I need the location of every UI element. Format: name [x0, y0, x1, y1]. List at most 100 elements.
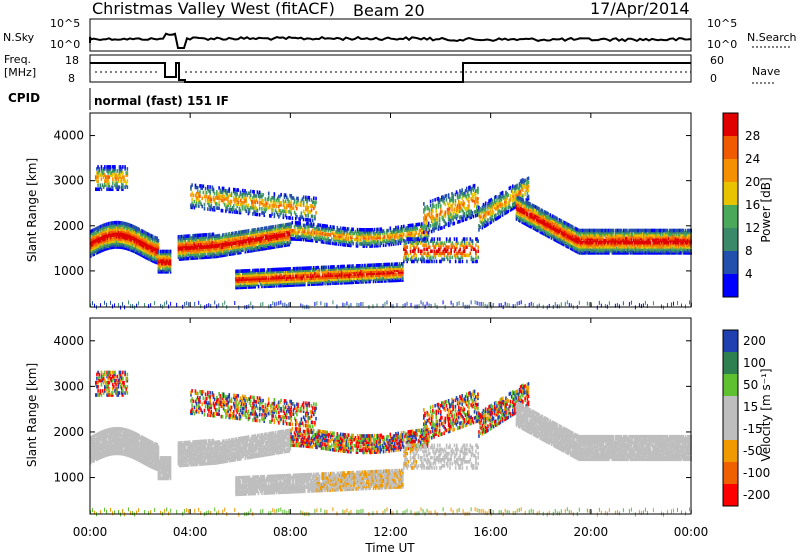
- power-cell: [215, 254, 217, 259]
- power-cell: [187, 236, 190, 240]
- power-cell: [409, 233, 412, 238]
- power-cell: [122, 183, 124, 187]
- power-cell: [230, 235, 233, 240]
- power-cell: [165, 257, 168, 262]
- power-cell: [120, 221, 123, 225]
- power-cell: [341, 270, 343, 275]
- power-cell: [343, 268, 346, 273]
- power-cell: [243, 271, 245, 275]
- power-cell: [227, 248, 230, 253]
- power-cell: [303, 276, 306, 281]
- power-cell: [373, 227, 376, 232]
- power-cell: [262, 268, 264, 272]
- power-cell: [369, 242, 371, 246]
- power-cell: [347, 237, 350, 241]
- power-cell: [320, 277, 323, 282]
- power-cell: [193, 199, 196, 204]
- power-cell: [202, 253, 205, 258]
- power-cell: [131, 240, 134, 245]
- power-cell: [281, 241, 284, 246]
- power-cell: [302, 237, 305, 242]
- power-cell: [360, 232, 362, 236]
- power-cell: [354, 229, 357, 234]
- power-cell: [282, 239, 285, 244]
- power-cell: [245, 197, 247, 201]
- power-cell: [156, 238, 159, 243]
- power-cell: [112, 223, 115, 227]
- power-cell: [146, 254, 148, 258]
- power-cell: [253, 274, 255, 279]
- power-cell: [336, 227, 339, 232]
- power-cell: [332, 225, 334, 229]
- power-cell: [281, 277, 284, 282]
- power-cell: [265, 230, 268, 234]
- power-cell: [241, 234, 243, 238]
- power-cell: [147, 236, 150, 241]
- power-cell: [232, 251, 234, 256]
- power-cell: [243, 285, 245, 290]
- power-cell: [390, 234, 393, 239]
- power-cell: [128, 231, 130, 235]
- power-cell: [229, 246, 232, 250]
- power-cell: [424, 234, 427, 238]
- power-cell: [265, 236, 268, 240]
- power-cell: [288, 267, 290, 271]
- power-cell: [366, 234, 369, 238]
- power-cell: [254, 240, 257, 244]
- power-cell: [522, 194, 524, 198]
- power-cell: [299, 221, 301, 225]
- power-cell: [204, 249, 207, 253]
- power-cell: [425, 229, 428, 234]
- power-cell: [126, 185, 129, 190]
- power-cell: [388, 232, 390, 237]
- power-cell: [186, 250, 189, 255]
- power-cell: [206, 236, 209, 241]
- power-cell: [331, 279, 333, 284]
- power-cell: [305, 278, 307, 283]
- power-cell: [242, 240, 244, 244]
- power-cell: [298, 229, 300, 233]
- power-cell: [301, 276, 304, 281]
- power-cell: [334, 273, 337, 277]
- power-cell: [128, 239, 130, 243]
- power-cell: [191, 256, 193, 260]
- power-cell: [122, 231, 125, 236]
- power-cell: [215, 234, 217, 238]
- power-cell: [320, 239, 323, 244]
- power-cell: [132, 224, 135, 229]
- power-cell: [375, 233, 378, 238]
- power-cell: [136, 234, 138, 239]
- power-cell: [359, 238, 361, 242]
- power-cell: [252, 283, 254, 287]
- power-cell: [155, 240, 157, 244]
- power-cell: [269, 225, 271, 230]
- power-cell: [296, 274, 298, 279]
- power-cell: [120, 241, 123, 246]
- power-cell: [373, 231, 376, 236]
- power-cell: [339, 226, 342, 230]
- power-cell: [265, 280, 268, 284]
- power-cell: [299, 225, 301, 229]
- power-cell: [304, 233, 307, 238]
- power-cell: [165, 255, 168, 260]
- power-cell: [331, 275, 333, 279]
- power-cell: [264, 240, 267, 245]
- power-cell: [164, 270, 166, 274]
- power-cell: [302, 217, 305, 222]
- power-cell: [301, 227, 304, 232]
- power-cell: [316, 269, 318, 274]
- power-cell: [296, 206, 298, 211]
- power-cell: [320, 225, 323, 230]
- power-cell: [132, 237, 135, 241]
- power-cell: [297, 272, 299, 277]
- power-cell: [160, 259, 163, 264]
- power-cell: [302, 266, 305, 271]
- power-cell: [305, 213, 307, 218]
- power-cell: [285, 215, 288, 220]
- power-cell: [244, 231, 247, 236]
- power-cell: [350, 239, 352, 244]
- power-cell: [408, 234, 411, 238]
- power-cell: [263, 244, 266, 249]
- power-cell: [310, 266, 313, 270]
- power-cell: [260, 229, 262, 233]
